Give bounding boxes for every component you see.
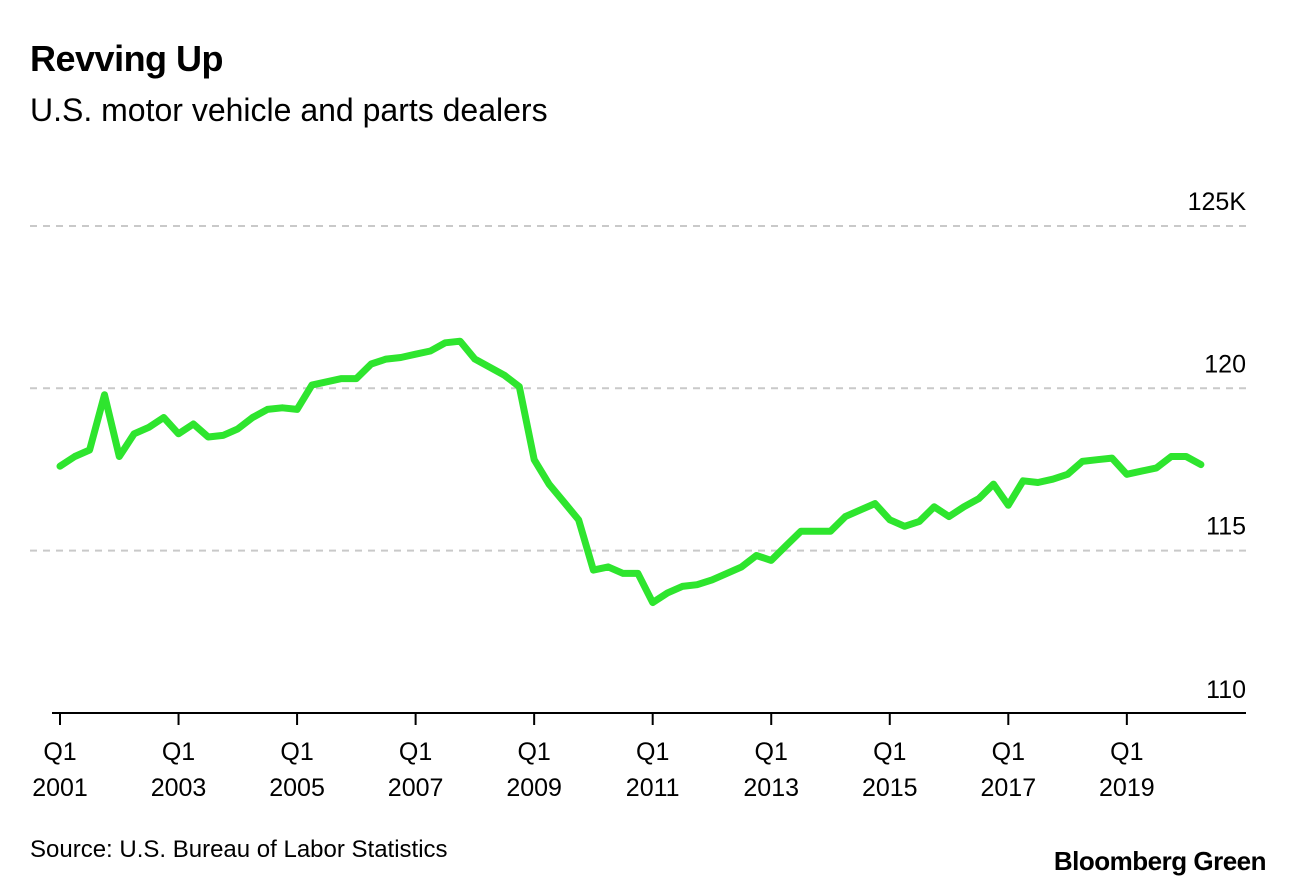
x-tick-label-year: 2003 [151,774,207,802]
y-tick-label: 115 [1206,513,1246,541]
x-tick-label-quarter: Q1 [992,738,1025,766]
source-note: Source: U.S. Bureau of Labor Statistics [30,836,448,863]
x-tick-label-quarter: Q1 [162,738,195,766]
x-tick-label-year: 2015 [862,774,918,802]
y-tick-label: 110 [1206,676,1246,704]
x-tick-label-year: 2019 [1099,774,1155,802]
x-tick-label-year: 2017 [980,774,1036,802]
x-tick-label-quarter: Q1 [636,738,669,766]
series-line-0 [56,337,1205,607]
x-tick-label-year: 2007 [388,774,444,802]
x-tick-label-quarter: Q1 [43,738,76,766]
y-axis-ticks: 125K 120 115 110 [1188,188,1247,704]
x-tick-label-year: 2011 [626,774,680,802]
series-group [56,337,1205,607]
x-tick-label-quarter: Q1 [1110,738,1143,766]
x-tick-label-quarter: Q1 [755,738,788,766]
x-tick-label-year: 2001 [32,774,88,802]
chart-title: Revving Up [30,38,224,79]
y-tick-label: 125K [1188,188,1247,216]
x-tick-label-quarter: Q1 [399,738,432,766]
x-tick-label-year: 2013 [743,774,799,802]
x-tick-label-year: 2009 [506,774,562,802]
gridlines [30,224,1246,552]
x-tick-label-quarter: Q1 [280,738,313,766]
brand-logo-text: Bloomberg Green [1053,846,1267,876]
y-tick-label: 120 [1204,350,1246,378]
x-tick-label-year: 2005 [269,774,325,802]
x-axis: Q1 2001 Q1 2003 Q1 2005 Q1 2007 Q1 2009 Q1 2011 Q1 20… [32,712,1246,802]
x-tick-label-quarter: Q1 [873,738,906,766]
chart-subtitle: U.S. motor vehicle and parts dealers [30,92,548,128]
x-tick-label-quarter: Q1 [517,738,550,766]
